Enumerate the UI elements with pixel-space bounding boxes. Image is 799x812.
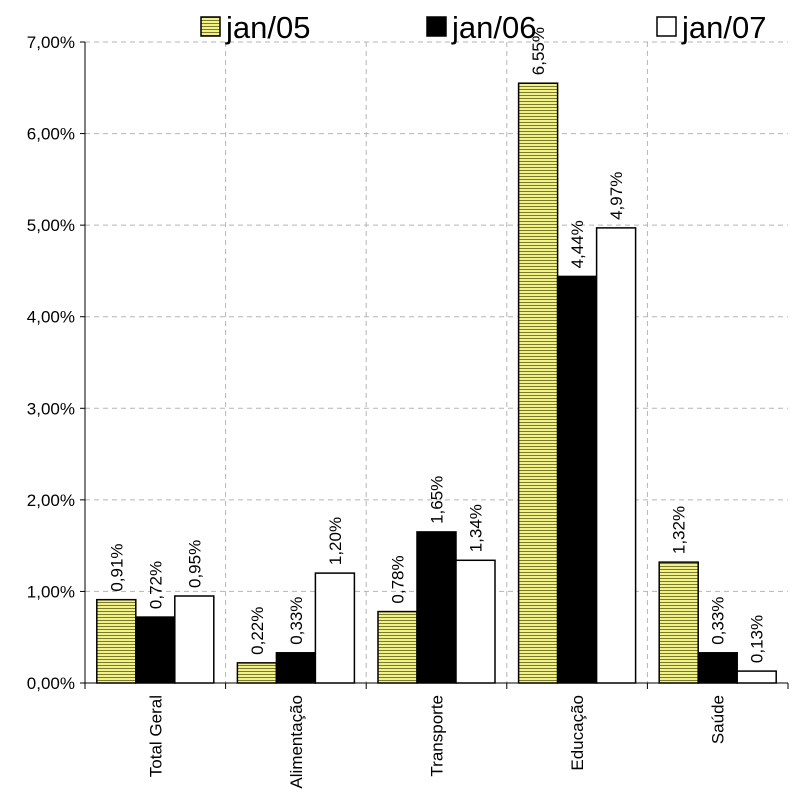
bar-jan-07 — [595, 227, 637, 684]
bar-jan-05 — [658, 561, 699, 684]
legend-label: jan/05 — [225, 10, 310, 45]
data-label: 0,33% — [287, 597, 306, 645]
data-label: 0,91% — [107, 543, 126, 591]
x-tick-label: Alimentação — [287, 695, 306, 789]
legend-label: jan/07 — [681, 10, 766, 45]
data-label: 0,33% — [709, 597, 728, 645]
data-label: 1,20% — [326, 517, 345, 565]
bar-jan-06 — [556, 275, 598, 684]
data-label: 1,34% — [467, 504, 486, 552]
bar-jan-05 — [236, 662, 278, 684]
legend-swatch — [200, 16, 221, 37]
y-tick-label: 0,00% — [27, 674, 75, 693]
x-tick-labels: Total Geral Alimentação Transporte Educação… — [146, 695, 727, 789]
grid-lines — [85, 41, 788, 683]
axes — [80, 41, 789, 689]
y-tick-label: 4,00% — [27, 308, 75, 327]
y-tick-label: 7,00% — [27, 33, 75, 52]
data-label: 0,78% — [389, 555, 408, 603]
x-tick-label: Saúde — [709, 695, 728, 744]
data-label: 4,44% — [568, 220, 587, 268]
x-tick-label: Total Geral — [146, 695, 165, 777]
y-tick-label: 1,00% — [27, 582, 75, 601]
bar-jan-07 — [314, 572, 356, 684]
legend-label: jan/06 — [451, 10, 536, 45]
bar-jan-07 — [736, 670, 777, 684]
bar-jan-06 — [275, 652, 317, 684]
legend: jan/05 jan/06 jan/07 — [200, 10, 766, 45]
bar-jan-05 — [377, 610, 418, 684]
bar-jan-07 — [455, 559, 496, 684]
legend-swatch — [426, 16, 447, 37]
bar-jan-06 — [135, 616, 176, 684]
data-label: 0,22% — [248, 607, 267, 655]
y-tick-label: 3,00% — [27, 399, 75, 418]
bars — [96, 82, 777, 684]
data-label: 1,65% — [428, 476, 447, 524]
y-tick-label: 5,00% — [27, 216, 75, 235]
bar-jan-05 — [96, 598, 137, 684]
y-tick-labels: 0,00% 1,00% 2,00% 3,00% 4,00% 5,00% 6,00% 7,00% — [27, 33, 75, 693]
data-label: 6,55% — [529, 27, 548, 75]
x-tick-label: Transporte — [428, 695, 447, 777]
data-label: 0,13% — [748, 615, 767, 663]
data-labels: 0,91% 0,72% 0,95% 0,22% 0,33% 1,20% 0,78% 1,65%… — [107, 27, 766, 663]
data-label: 1,32% — [670, 506, 689, 554]
data-label: 0,72% — [146, 561, 165, 609]
y-tick-label: 2,00% — [27, 491, 75, 510]
bar-jan-06 — [697, 652, 738, 684]
bar-jan-05 — [517, 82, 559, 684]
data-label: 4,97% — [607, 172, 626, 220]
legend-swatch — [656, 16, 677, 37]
x-tick-label: Educação — [568, 695, 587, 771]
y-tick-label: 6,00% — [27, 125, 75, 144]
data-label: 0,95% — [185, 540, 204, 588]
bar-jan-07 — [174, 595, 215, 684]
bar-jan-06 — [416, 531, 457, 684]
